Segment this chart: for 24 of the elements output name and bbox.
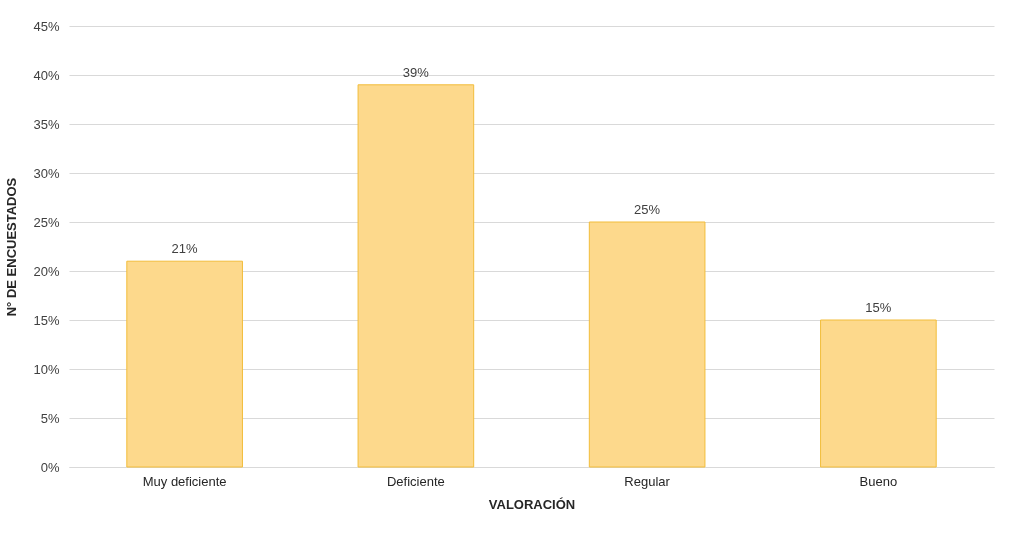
y-tick-label: 40%: [33, 67, 60, 83]
y-tick-label: 20%: [33, 263, 60, 279]
x-tick-label: Muy deficiente: [142, 473, 227, 489]
bar: [357, 84, 475, 468]
y-tick-label: 35%: [33, 116, 60, 132]
y-tick-label: 45%: [33, 18, 60, 34]
y-tick-label: 30%: [33, 165, 60, 181]
y-tick-label: 5%: [40, 410, 60, 426]
bar: [820, 319, 937, 468]
y-tick-label: 0%: [40, 459, 60, 475]
y-tick-label: 15%: [33, 312, 60, 328]
data-label: 21%: [171, 241, 199, 257]
bar: [588, 221, 706, 468]
x-tick-label: Bueno: [859, 473, 898, 489]
y-tick-label: 10%: [33, 361, 60, 377]
x-tick-label: Regular: [624, 473, 671, 489]
data-label: 39%: [402, 64, 430, 80]
y-axis-title: N° DE ENCUESTADOS: [4, 177, 20, 317]
x-axis-title: VALORACIÓN: [488, 496, 576, 512]
x-tick-label: Deficiente: [386, 473, 445, 489]
y-tick-label: 25%: [33, 214, 60, 230]
data-label: 25%: [634, 202, 661, 217]
bar: [126, 260, 243, 468]
data-label: 15%: [865, 300, 892, 315]
